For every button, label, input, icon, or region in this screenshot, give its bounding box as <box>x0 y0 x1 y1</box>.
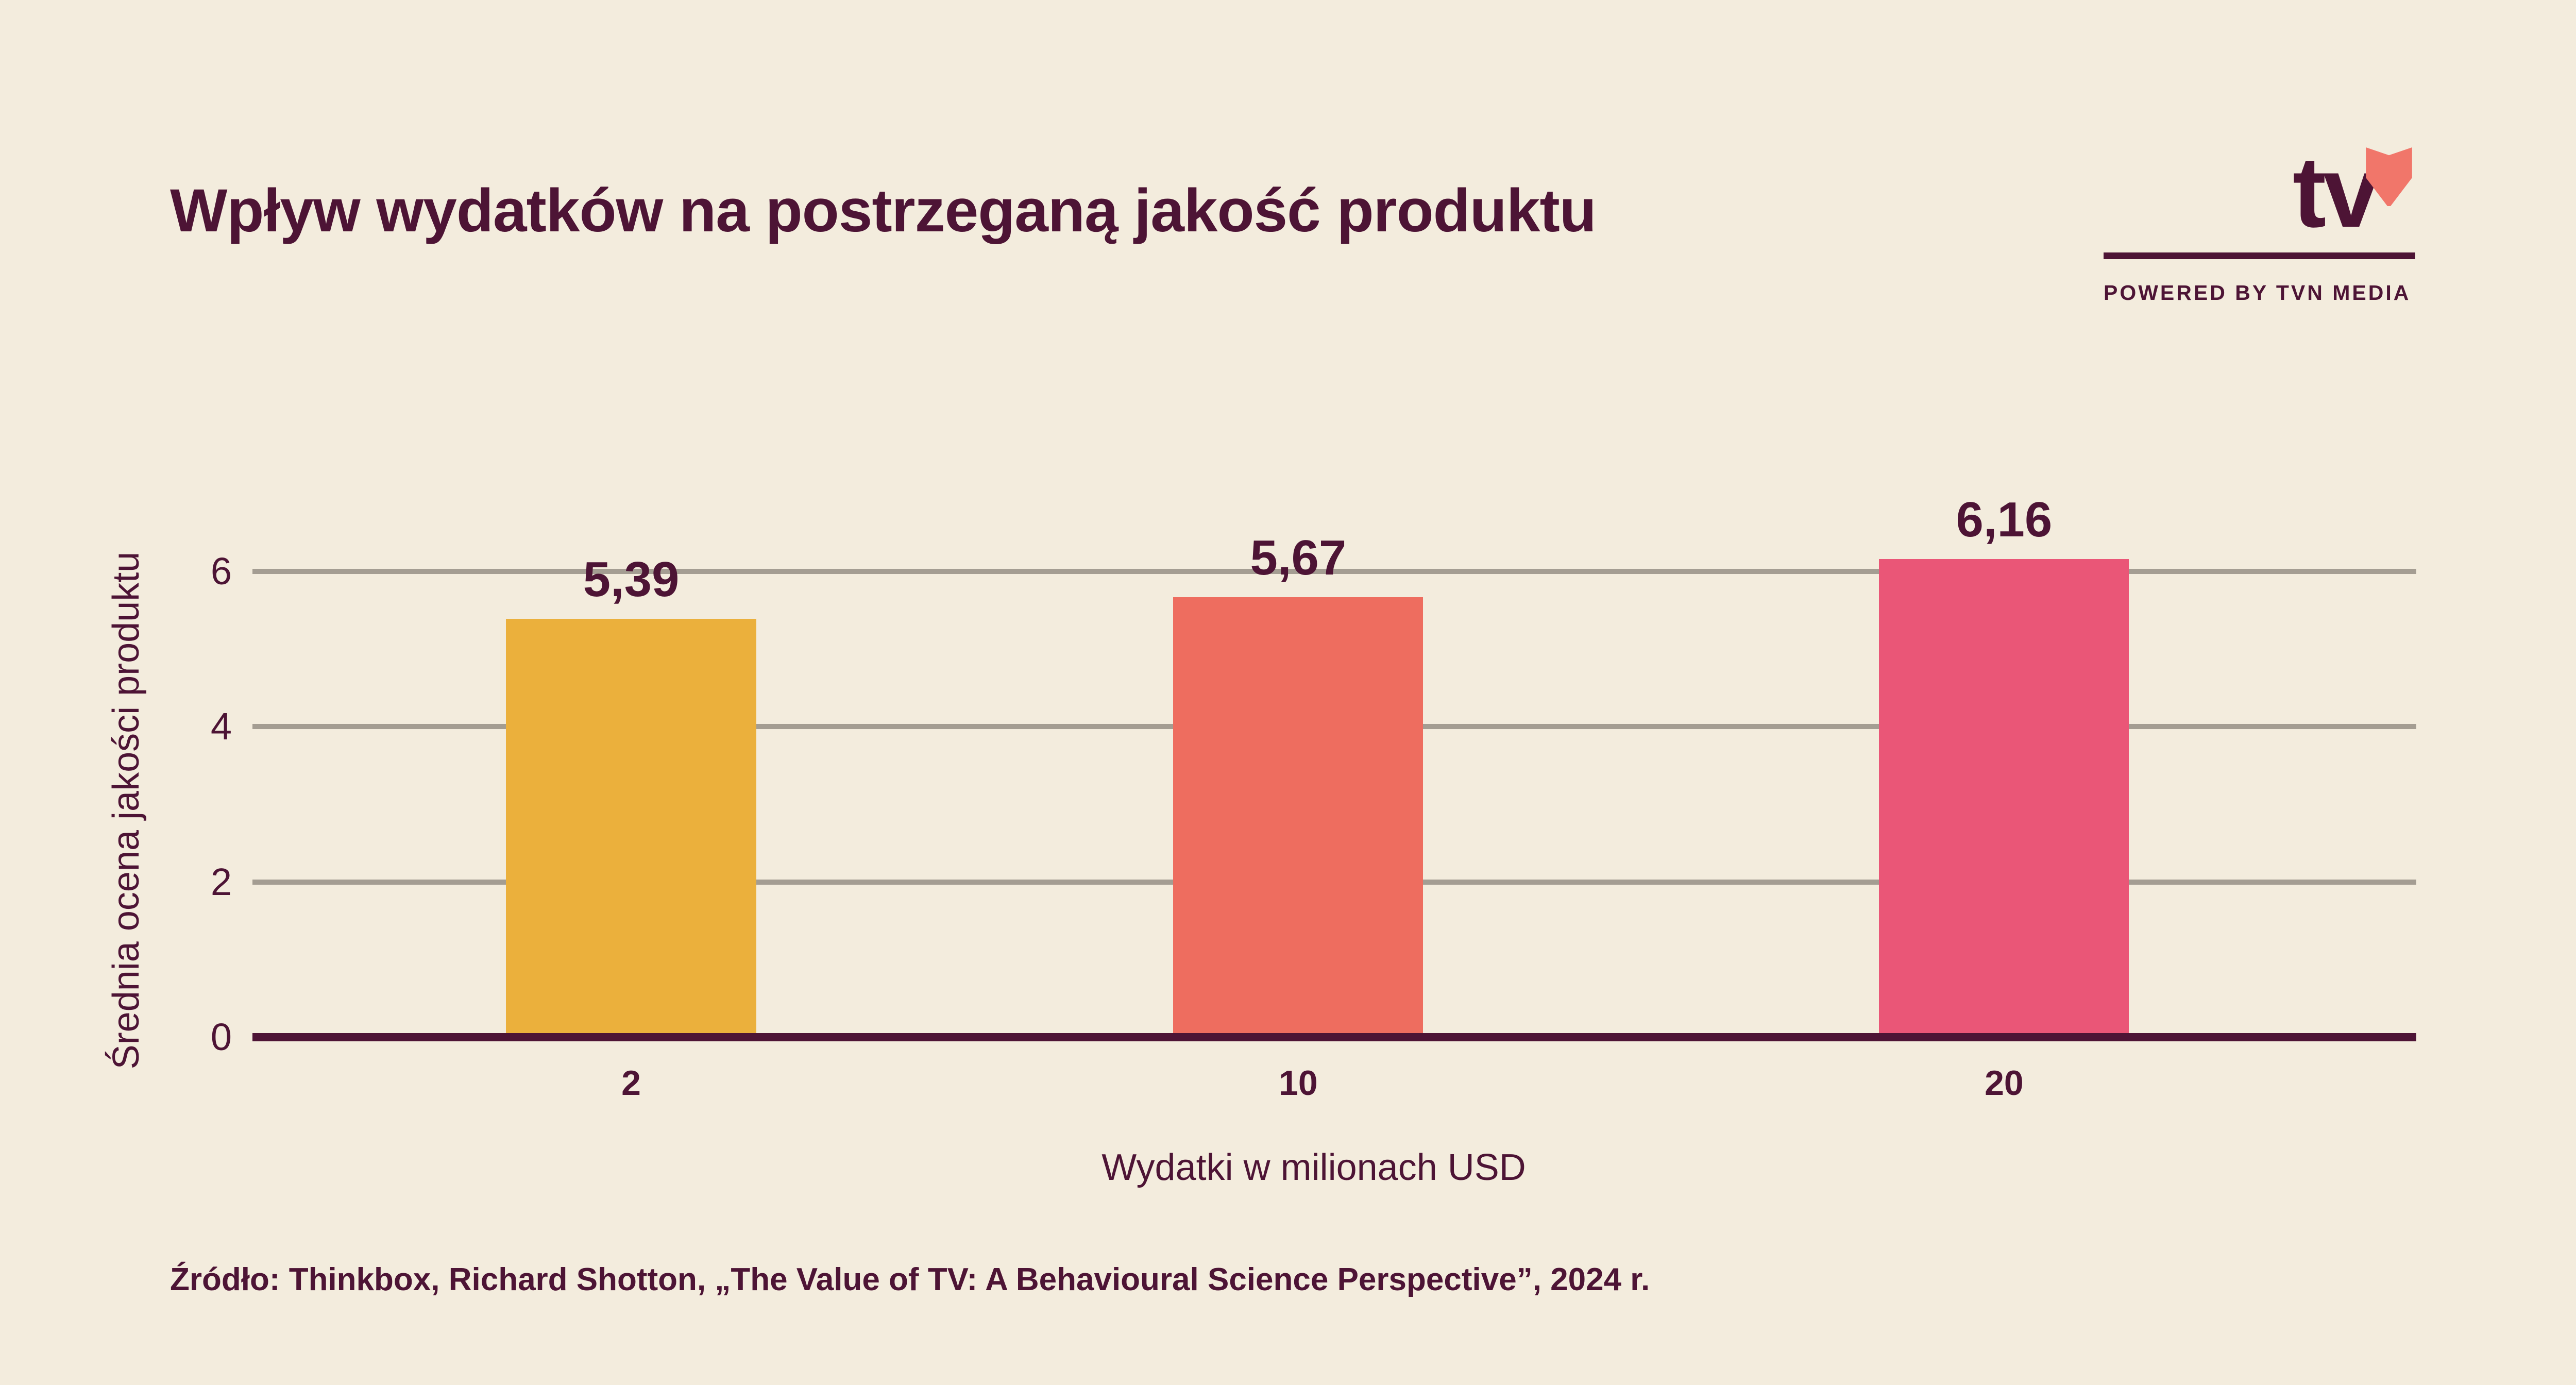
value-label-2: 5,39 <box>583 551 680 607</box>
tv-wordmark: tv <box>2293 136 2379 248</box>
x-tick-2: 2 <box>621 1063 641 1103</box>
bar-2 <box>506 618 756 1037</box>
source-note: Źródło: Thinkbox, Richard Shotton, „The … <box>170 1262 1650 1297</box>
gridline-6 <box>252 568 2416 574</box>
y-tick-2: 2 <box>210 860 232 903</box>
logo-divider <box>2104 252 2415 259</box>
bar-20 <box>1879 559 2129 1037</box>
logo-tagline: POWERED BY TVN MEDIA <box>2104 281 2411 305</box>
y-axis-label: Średnia ocena jakości produktu <box>106 551 147 1070</box>
value-label-10: 5,67 <box>1250 530 1347 585</box>
y-tick-4: 4 <box>210 705 232 748</box>
x-tick-20: 20 <box>1985 1063 2024 1103</box>
plot-area: 0 2 4 6 5,39 2 5,67 10 6,16 20 <box>211 495 2416 1101</box>
heart-icon <box>2366 147 2412 206</box>
page-title: Wpływ wydatków na postrzeganą jakość pro… <box>170 177 1597 245</box>
y-tick-0: 0 <box>210 1016 232 1058</box>
value-label-20: 6,16 <box>1956 492 2053 547</box>
y-tick-6: 6 <box>210 549 232 593</box>
x-axis-line <box>252 1033 2416 1041</box>
x-axis-label: Wydatki w milionach USD <box>1101 1147 1526 1188</box>
bar-10 <box>1173 597 1423 1037</box>
x-tick-10: 10 <box>1279 1063 1318 1103</box>
